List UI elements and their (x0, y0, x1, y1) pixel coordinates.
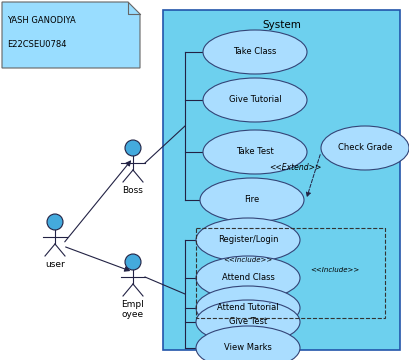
Circle shape (125, 254, 141, 270)
Text: Fire: Fire (244, 195, 260, 204)
Text: Take Test: Take Test (236, 148, 274, 157)
Text: YASH GANODIYA: YASH GANODIYA (7, 16, 76, 25)
Ellipse shape (196, 218, 300, 262)
Text: Attend Tutorial: Attend Tutorial (217, 303, 279, 312)
Circle shape (125, 140, 141, 156)
Text: Give Test: Give Test (229, 318, 267, 327)
Text: View Marks: View Marks (224, 343, 272, 352)
Bar (196, 228, 385, 318)
Polygon shape (2, 2, 140, 68)
Ellipse shape (196, 300, 300, 344)
Text: Register/Login: Register/Login (218, 235, 278, 244)
Text: E22CSEU0784: E22CSEU0784 (7, 40, 67, 49)
Text: Check Grade: Check Grade (338, 144, 392, 153)
Ellipse shape (196, 326, 300, 360)
Text: user: user (45, 260, 65, 269)
Text: Empl
oyee: Empl oyee (121, 300, 144, 319)
Ellipse shape (203, 130, 307, 174)
Ellipse shape (196, 286, 300, 330)
Ellipse shape (321, 126, 409, 170)
Bar (163, 10, 400, 350)
Text: <<Extend>>: <<Extend>> (269, 163, 321, 172)
Circle shape (47, 214, 63, 230)
Text: Boss: Boss (123, 186, 144, 195)
Text: <<Include>>: <<Include>> (310, 267, 360, 273)
Ellipse shape (200, 178, 304, 222)
Text: <<Include>>: <<Include>> (223, 257, 273, 263)
Text: Take Class: Take Class (233, 48, 276, 57)
Ellipse shape (196, 256, 300, 300)
Ellipse shape (203, 78, 307, 122)
Text: System: System (262, 20, 301, 30)
Text: Attend Class: Attend Class (222, 274, 274, 283)
Text: Give Tutorial: Give Tutorial (229, 95, 281, 104)
Ellipse shape (203, 30, 307, 74)
